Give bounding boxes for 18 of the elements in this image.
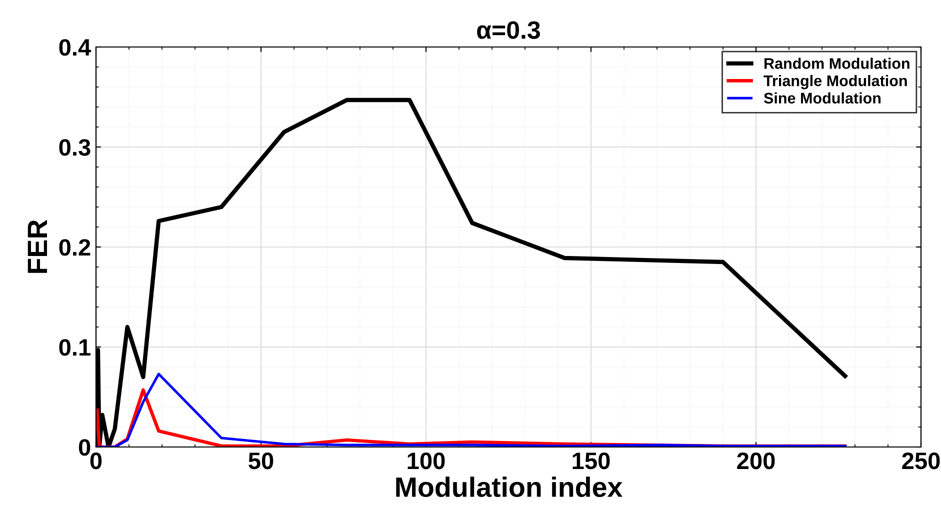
x-tick-label: 200 — [737, 452, 775, 470]
legend-label: Triangle Modulation — [764, 74, 907, 90]
y-tick-label: 0.2 — [59, 239, 90, 256]
x-tick-label: 250 — [902, 452, 940, 470]
x-tick-label: 0 — [90, 452, 102, 470]
x-tick-label: 50 — [248, 452, 274, 470]
y-axis-title: FER — [28, 220, 47, 273]
line-series — [96, 372, 846, 447]
legend-label: Sine Modulation — [764, 92, 881, 104]
y-tick-label: 0.3 — [59, 139, 90, 156]
y-tick-label: 0.1 — [59, 339, 90, 356]
x-tick-label: 150 — [572, 452, 610, 470]
x-tick-label: 100 — [408, 452, 445, 470]
y-tick-label: 0 — [78, 439, 90, 456]
legend-label: Random Modulation — [764, 58, 910, 69]
y-tick-label: 0.4 — [59, 39, 92, 56]
x-axis-title: Modulation index — [396, 476, 622, 498]
chart-title: α=0.3 — [477, 21, 540, 39]
